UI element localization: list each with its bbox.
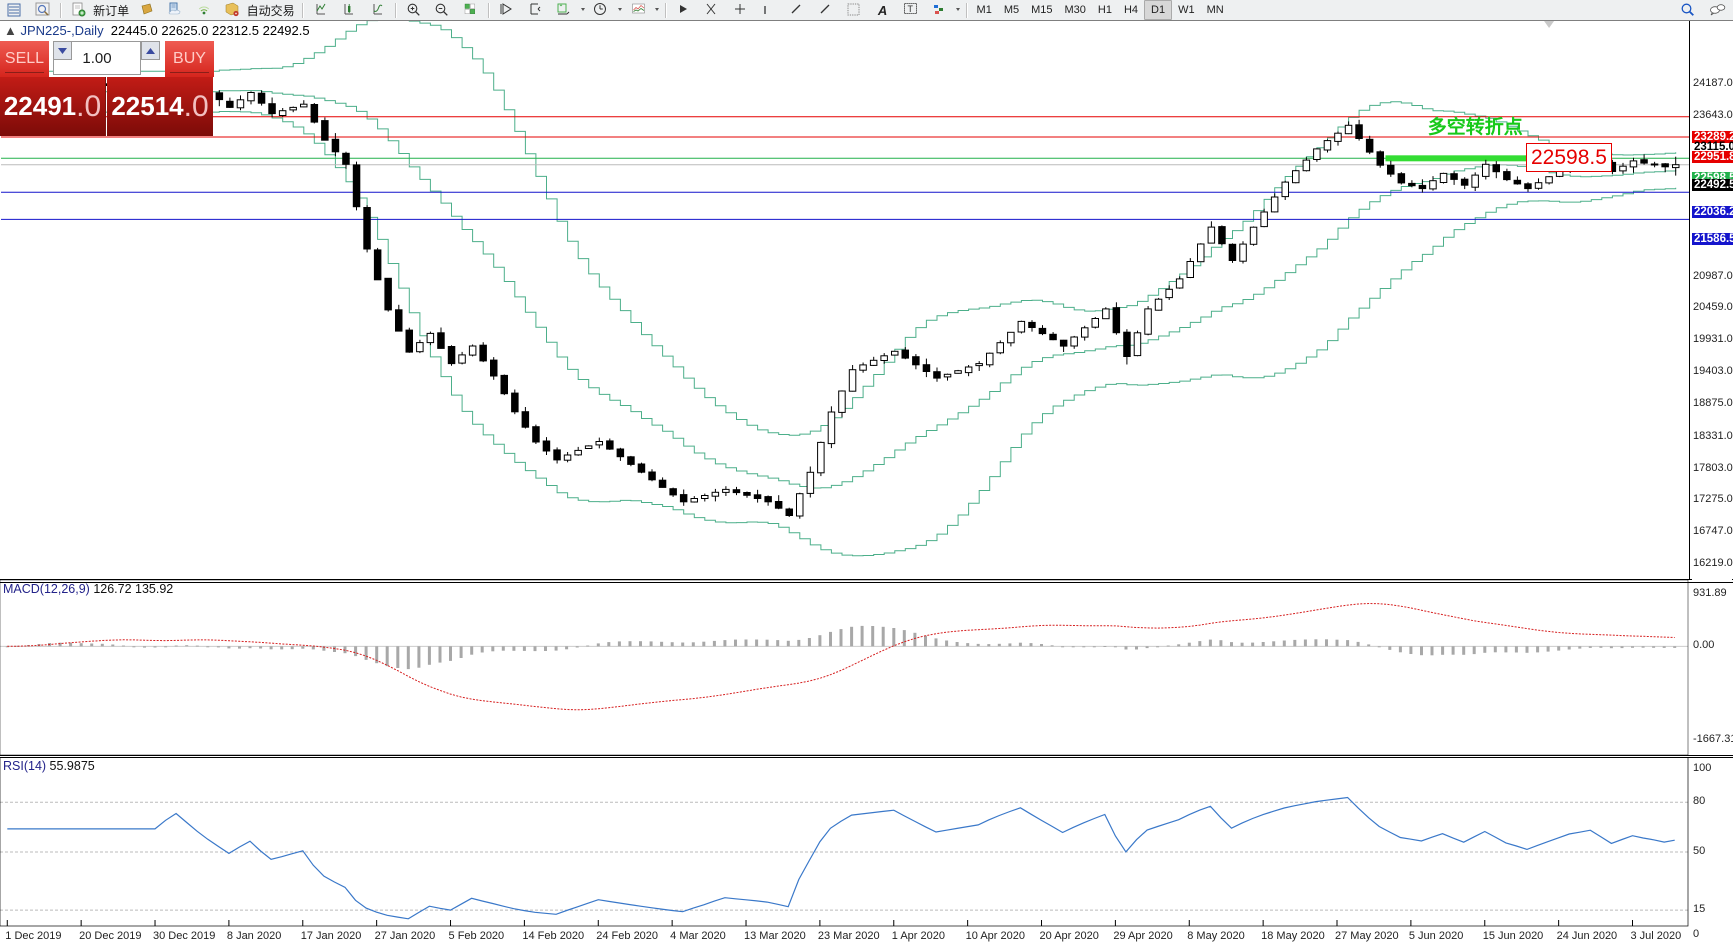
svg-text:T: T — [907, 4, 913, 14]
svg-text:多空转折点: 多空转折点 — [1428, 115, 1523, 138]
